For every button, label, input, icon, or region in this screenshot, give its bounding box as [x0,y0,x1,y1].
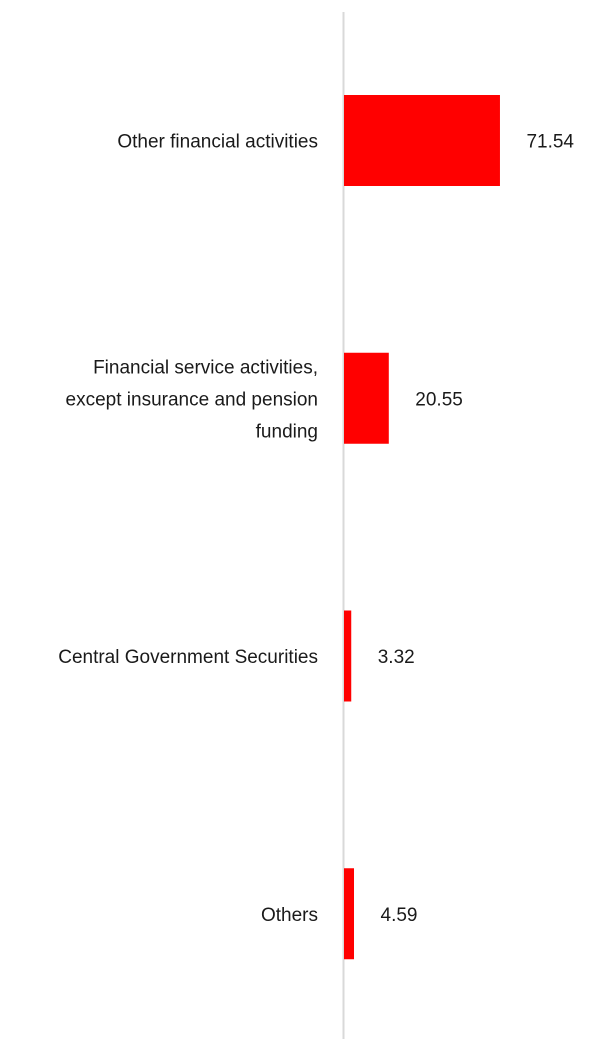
category-label-3-line-0: Others [261,905,318,926]
category-label-1-line-0: Financial service activities, [93,357,318,378]
category-label-1-line-1: except insurance and pension [66,389,318,410]
value-label-1: 20.55 [415,389,463,410]
category-label-1-line-2: funding [256,421,318,442]
category-label-2-line-0: Central Government Securities [58,647,318,668]
bar-3 [344,868,355,960]
bar-0 [344,95,500,186]
value-label-0: 71.54 [526,132,574,153]
value-labels-group: 71.54 20.55 3.32 4.59 [378,132,575,926]
bars-group [344,95,500,960]
bar-1 [344,352,389,444]
value-label-3: 4.59 [381,905,418,926]
bar-2 [344,610,352,702]
value-label-2: 3.32 [378,647,415,668]
category-label-0-line-0: Other financial activities [117,132,318,153]
category-labels-group: Other financial activities Financial serv… [58,132,318,926]
